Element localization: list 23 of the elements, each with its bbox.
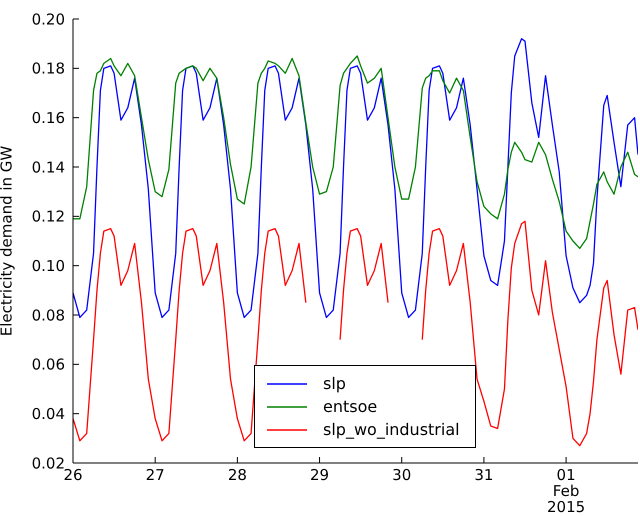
- y-tick-label: 0.12: [32, 208, 65, 226]
- x-tick-label: 29: [310, 466, 330, 484]
- y-tick-label: 0.18: [32, 60, 65, 78]
- legend-label: entsoe: [323, 397, 378, 416]
- legend-label: slp_wo_industrial: [323, 420, 460, 439]
- x-tick-label: 31: [474, 466, 494, 484]
- y-tick-label: 0.20: [32, 10, 65, 28]
- x-tick-label: 26: [63, 466, 83, 484]
- x-tick-label: 01 Feb 2015: [546, 466, 586, 516]
- line-series: [73, 38, 638, 318]
- y-axis-title: Electricity demand in GW: [0, 146, 16, 336]
- y-tick-label: 0.02: [32, 454, 65, 472]
- y-tick-label: 0.14: [32, 158, 65, 176]
- line-series: [73, 55, 638, 250]
- y-tick-label: 0.10: [32, 256, 65, 275]
- x-tick-label: 30: [392, 466, 412, 484]
- y-tick-label: 0.08: [32, 306, 65, 324]
- x-tick-label: 27: [146, 466, 165, 484]
- legend-label: slp: [323, 374, 346, 393]
- y-tick-label: 0.16: [32, 108, 65, 127]
- y-tick-label: 0.06: [32, 356, 65, 374]
- y-tick-label: 0.04: [32, 404, 65, 423]
- x-tick-label: 28: [228, 466, 247, 484]
